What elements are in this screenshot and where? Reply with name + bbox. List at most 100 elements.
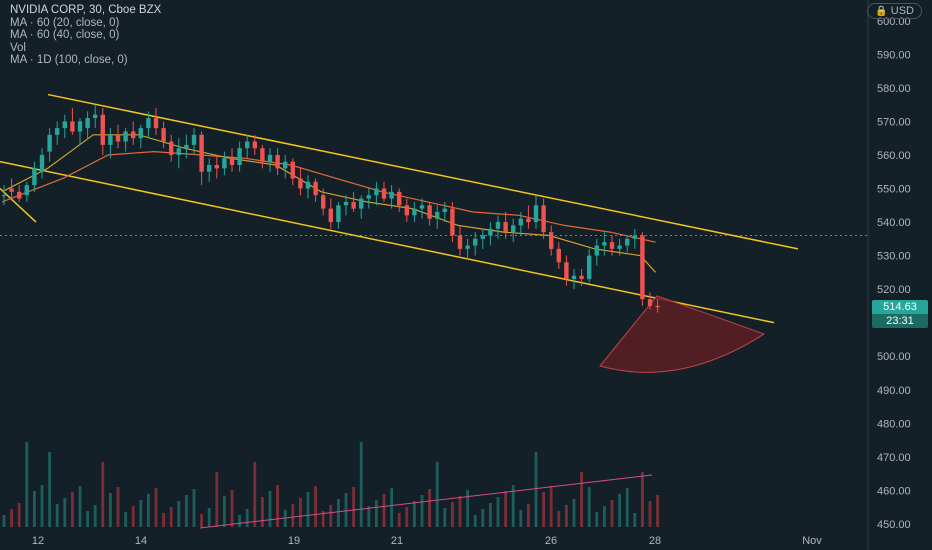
y-tick-label: 460.00	[877, 485, 911, 497]
volume-bar	[223, 496, 226, 527]
candle-body	[100, 114, 105, 145]
candle	[533, 195, 539, 229]
volume-bar	[261, 497, 264, 527]
legend-ma-40[interactable]: MA · 60 (40, close, 0)	[10, 29, 120, 41]
candle-body	[24, 185, 29, 196]
candle-body	[115, 134, 121, 142]
volume-bar	[382, 494, 386, 527]
candle	[47, 128, 52, 162]
candle	[275, 148, 280, 176]
candle	[199, 131, 204, 186]
channel-lower-line	[0, 160, 775, 324]
candle-body	[169, 141, 174, 155]
candle-body	[632, 235, 637, 239]
candle	[85, 111, 90, 139]
volume-bar	[534, 452, 538, 527]
candle	[9, 178, 14, 199]
candle	[495, 215, 501, 239]
candle	[442, 201, 447, 223]
volume-bar	[443, 508, 447, 527]
volume-bar	[451, 502, 454, 527]
candle	[313, 178, 318, 202]
candle	[138, 124, 143, 149]
candle-body	[336, 205, 341, 223]
volume-bar	[375, 500, 378, 527]
volume-bar	[291, 504, 295, 527]
legend-ma-20[interactable]: MA · 60 (20, close, 0)	[10, 16, 120, 29]
candle-body	[655, 305, 660, 308]
candle	[62, 114, 67, 139]
candle	[617, 238, 622, 256]
legend-volume[interactable]: Vol	[10, 41, 26, 54]
volume-bar	[481, 509, 485, 527]
candle-body	[138, 128, 143, 139]
candle-body	[222, 158, 227, 169]
candle	[131, 121, 136, 145]
volume-bar	[511, 485, 515, 527]
volume-bar	[367, 506, 371, 527]
volume-bar	[169, 507, 173, 527]
volume-bar	[116, 487, 120, 527]
candle-body	[237, 148, 242, 166]
candle-body	[450, 208, 455, 236]
volume-bar	[276, 485, 279, 527]
candle	[237, 141, 242, 172]
candle	[191, 128, 197, 155]
candle-body	[176, 148, 181, 155]
currency-button[interactable]: 🔒 USD	[867, 3, 922, 19]
candle	[328, 198, 333, 229]
candle	[305, 175, 311, 199]
volume-bar	[10, 509, 13, 527]
candle-body	[617, 245, 622, 249]
candle-body	[39, 154, 45, 172]
volume-bar	[48, 452, 51, 527]
candle	[115, 124, 121, 149]
candle	[594, 238, 599, 266]
chart-legend: NVIDIA CORP, 30, Cboe BZX MA · 60 (20, c…	[10, 4, 161, 67]
candle	[366, 188, 371, 209]
candle-body	[366, 195, 371, 199]
last-price-value: 514.63	[872, 300, 928, 315]
candle	[427, 201, 432, 226]
candle-body	[427, 205, 432, 219]
candle	[465, 238, 470, 259]
candle	[351, 191, 356, 212]
volume-bar	[25, 442, 29, 527]
candle-body	[541, 205, 546, 233]
candle-body	[351, 201, 356, 209]
y-tick-label: 580.00	[877, 83, 911, 95]
candle	[39, 148, 45, 179]
volume-bar	[572, 499, 576, 527]
x-tick-label: 28	[649, 535, 661, 547]
candle-body	[594, 245, 599, 256]
volume-bar	[207, 508, 211, 527]
bar-countdown: 23:31	[872, 314, 928, 329]
y-tick-label: 570.00	[877, 116, 911, 128]
legend-title: NVIDIA CORP, 30, Cboe BZX	[10, 4, 162, 16]
ma-40-line	[1, 150, 656, 243]
candle	[640, 232, 645, 306]
legend-ma-100[interactable]: MA · 1D (100, close, 0)	[10, 54, 128, 66]
volume-bar	[587, 487, 591, 527]
candle-body	[321, 195, 326, 209]
candle-body	[153, 118, 159, 129]
x-tick-label: 12	[32, 535, 44, 547]
candle	[359, 195, 364, 219]
volume-bar	[192, 489, 196, 527]
candle-body	[465, 245, 470, 249]
candle-body	[131, 131, 136, 139]
candle-body	[313, 181, 318, 196]
candle	[283, 154, 288, 179]
volume-bar	[33, 491, 36, 527]
candle-body	[1, 195, 7, 197]
volume-bar	[603, 506, 606, 527]
volume-bar	[78, 486, 82, 527]
candle-body	[488, 228, 493, 236]
candle-body	[556, 248, 561, 263]
candle-body	[625, 238, 630, 246]
candle-body	[17, 191, 22, 199]
candle-body	[374, 188, 379, 196]
candle	[184, 134, 189, 159]
candle-body	[647, 299, 653, 306]
